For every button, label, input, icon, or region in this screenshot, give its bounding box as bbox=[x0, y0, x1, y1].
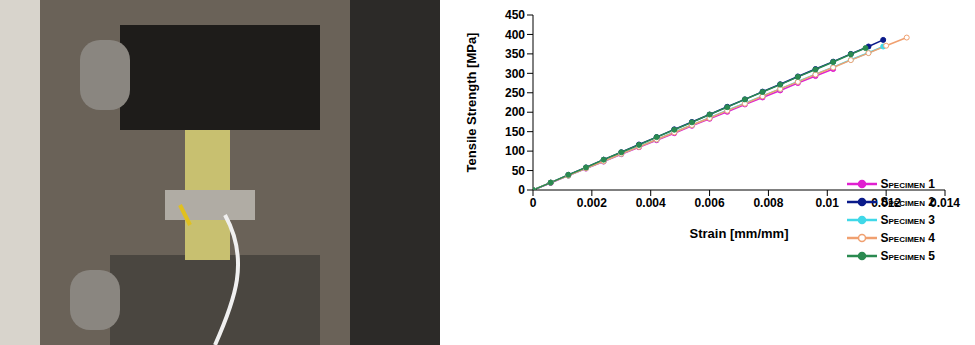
svg-text:450: 450 bbox=[505, 8, 525, 22]
svg-text:400: 400 bbox=[505, 28, 525, 42]
svg-text:150: 150 bbox=[505, 125, 525, 139]
svg-text:0: 0 bbox=[518, 183, 525, 197]
svg-text:0.014: 0.014 bbox=[930, 196, 960, 210]
svg-text:Strain [mm/mm]: Strain [mm/mm] bbox=[690, 226, 789, 241]
svg-text:0.006: 0.006 bbox=[695, 196, 725, 210]
svg-text:200: 200 bbox=[505, 105, 525, 119]
svg-text:100: 100 bbox=[505, 144, 525, 158]
svg-text:350: 350 bbox=[505, 47, 525, 61]
svg-text:250: 250 bbox=[505, 86, 525, 100]
svg-text:0.002: 0.002 bbox=[577, 196, 607, 210]
svg-text:0.008: 0.008 bbox=[753, 196, 783, 210]
svg-text:0.01: 0.01 bbox=[816, 196, 840, 210]
svg-text:50: 50 bbox=[512, 164, 526, 178]
svg-text:300: 300 bbox=[505, 67, 525, 81]
svg-text:0: 0 bbox=[530, 196, 537, 210]
svg-text:Tensile Strength [MPa]: Tensile Strength [MPa] bbox=[464, 33, 479, 173]
svg-text:0.004: 0.004 bbox=[636, 196, 666, 210]
svg-text:0.012: 0.012 bbox=[871, 196, 901, 210]
